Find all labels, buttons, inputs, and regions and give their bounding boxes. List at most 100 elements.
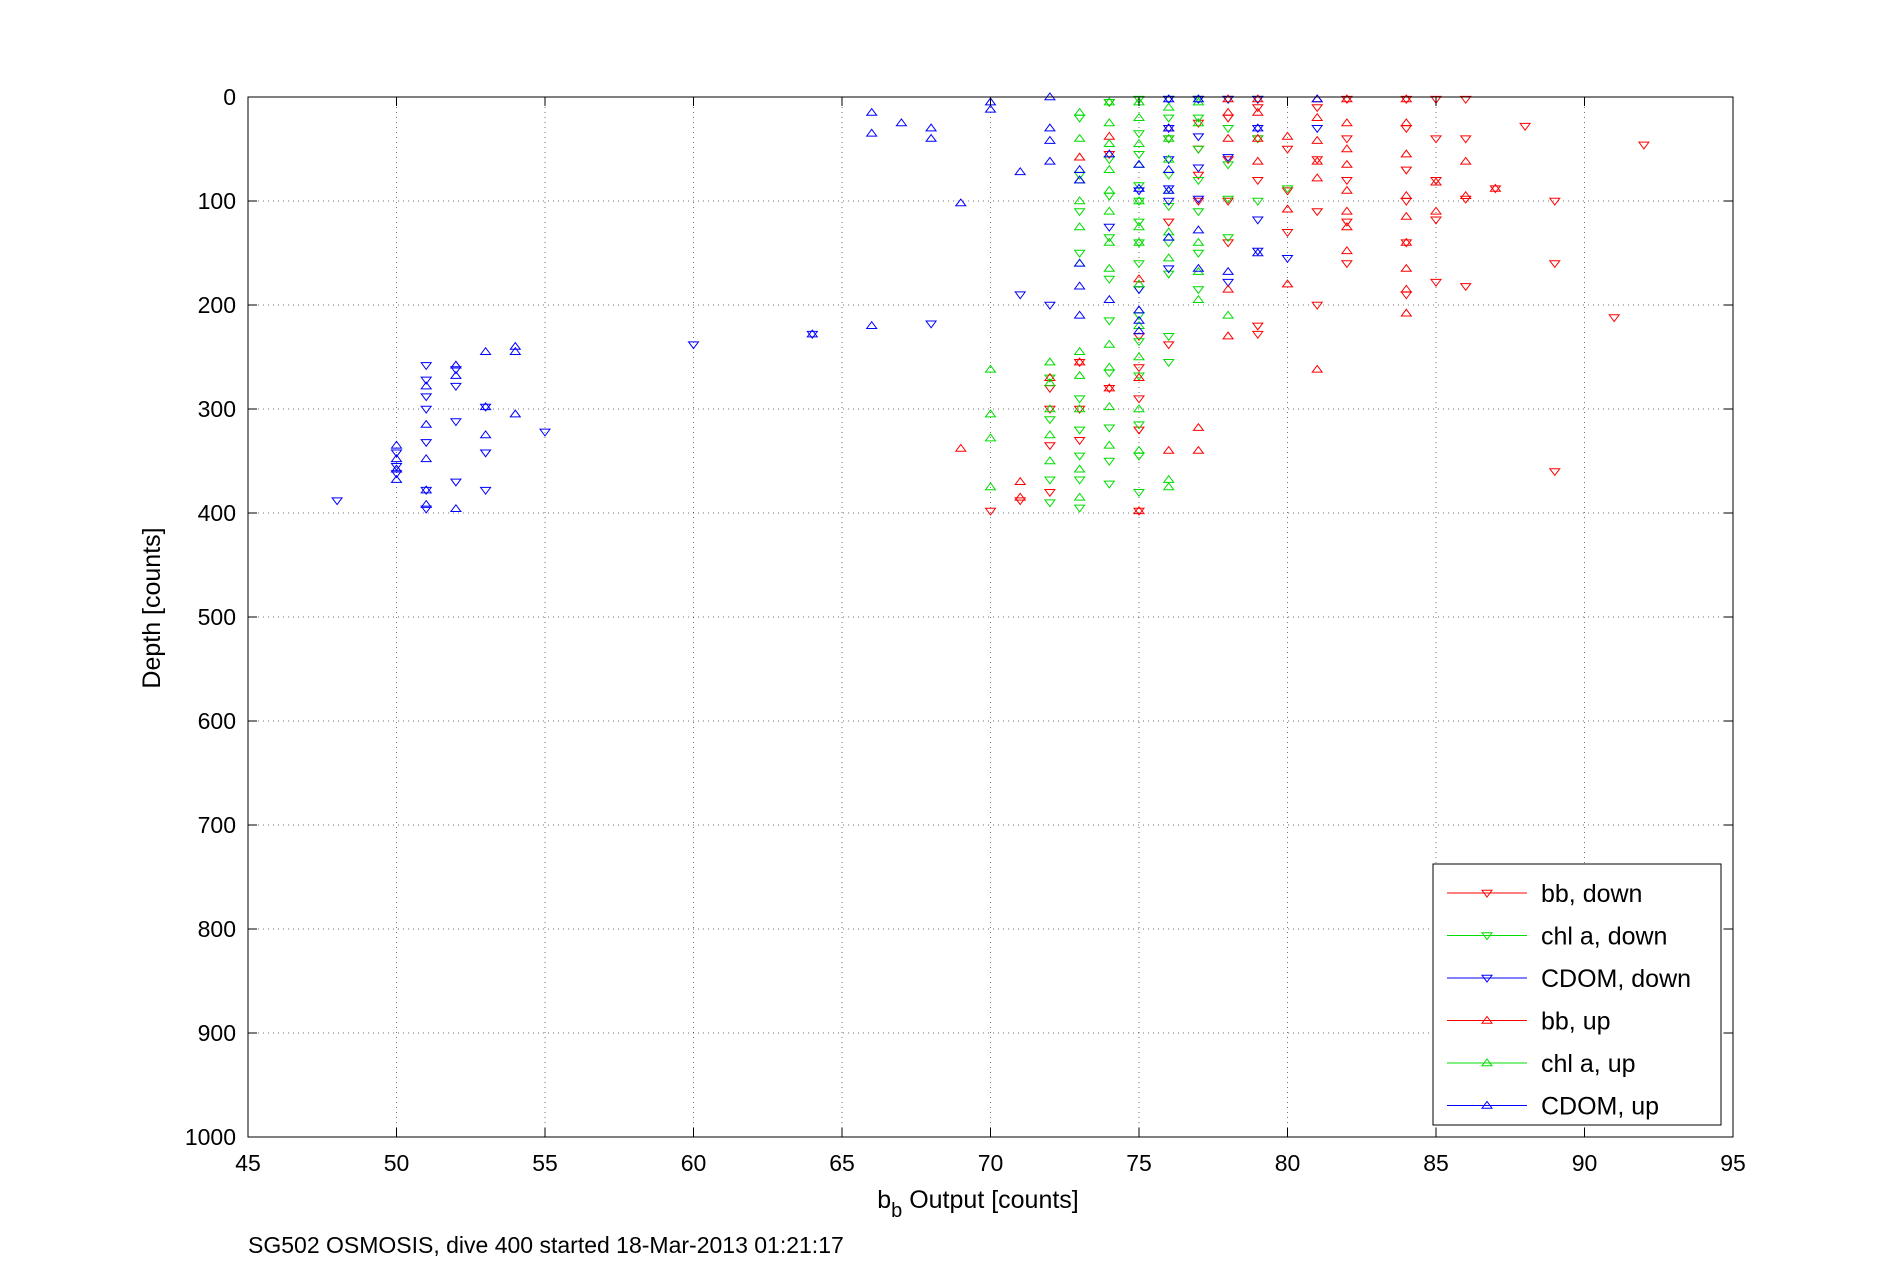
- data-point: [1222, 278, 1235, 288]
- data-point: [1162, 114, 1175, 123]
- data-point: [984, 482, 997, 491]
- legend-item: CDOM, down: [1447, 965, 1691, 993]
- data-point: [1192, 118, 1205, 127]
- data-point: [1103, 263, 1116, 272]
- data-point: [509, 341, 522, 350]
- data-point: [1400, 237, 1413, 246]
- data-point: [1251, 177, 1264, 186]
- data-point: [1162, 445, 1175, 454]
- data-point: [1251, 95, 1264, 104]
- x-tick-label: 70: [978, 1150, 1004, 1176]
- data-point: [1251, 197, 1264, 206]
- data-point: [1133, 183, 1145, 192]
- legend-label: CDOM, down: [1541, 965, 1691, 993]
- data-point: [1133, 95, 1145, 104]
- data-point: [1251, 125, 1264, 134]
- caption: SG502 OSMOSIS, dive 400 started 18-Mar-2…: [248, 1232, 844, 1258]
- data-point: [1043, 489, 1056, 498]
- legend-label: chl a, down: [1541, 923, 1667, 951]
- data-point: [1014, 492, 1027, 501]
- data-point: [1192, 197, 1205, 206]
- x-tick-label: 75: [1126, 1150, 1152, 1176]
- data-point: [1103, 118, 1116, 127]
- data-point: [1251, 322, 1264, 331]
- data-point: [984, 433, 997, 442]
- data-point: [1192, 195, 1205, 204]
- data-point: [1073, 281, 1086, 290]
- data-point: [1251, 94, 1264, 103]
- data-point: [420, 376, 433, 385]
- legend-marker: [1481, 1100, 1493, 1109]
- data-point: [865, 107, 878, 116]
- data-point: [1459, 195, 1472, 204]
- data-point: [1400, 149, 1413, 158]
- data-point: [1637, 141, 1650, 150]
- data-point: [1073, 405, 1086, 414]
- data-point: [865, 128, 878, 137]
- x-axis-label: bb Output [counts]: [877, 1186, 1079, 1222]
- data-point: [1222, 266, 1235, 275]
- data-point: [1340, 94, 1353, 103]
- data-point: [1133, 196, 1145, 205]
- data-point: [420, 362, 433, 371]
- data-point: [1133, 352, 1145, 361]
- legend-label: CDOM, up: [1541, 1093, 1659, 1121]
- data-point: [1133, 364, 1145, 373]
- data-point: [895, 118, 908, 127]
- data-point: [1133, 237, 1145, 246]
- legend-box: [1432, 863, 1722, 1126]
- data-point: [1133, 426, 1145, 435]
- y-axis-label: Depth [counts]: [138, 527, 166, 688]
- data-point: [984, 507, 997, 516]
- data-point: [1340, 222, 1353, 231]
- series-cdom-up: [390, 92, 1324, 513]
- data-point: [1400, 94, 1413, 103]
- data-point: [1133, 138, 1145, 147]
- data-point: [1459, 190, 1472, 199]
- data-point: [1251, 156, 1264, 165]
- data-point: [1103, 151, 1116, 160]
- data-point: [390, 463, 403, 472]
- data-point: [1400, 118, 1413, 127]
- data-point: [1311, 135, 1324, 144]
- legend-item: chl a, down: [1447, 923, 1667, 951]
- x-tick-label: 85: [1423, 1150, 1449, 1176]
- data-point: [1519, 122, 1532, 132]
- data-point: [1043, 135, 1056, 144]
- data-point: [1073, 492, 1086, 501]
- x-tick-label: 60: [681, 1150, 707, 1176]
- data-point: [1192, 145, 1205, 154]
- data-point: [1073, 258, 1086, 267]
- data-point: [1133, 305, 1145, 314]
- data-point: [1073, 107, 1086, 116]
- data-point: [1133, 404, 1145, 413]
- data-point: [1340, 218, 1353, 227]
- data-point: [1073, 208, 1086, 217]
- data-point: [865, 320, 878, 329]
- data-point: [1103, 149, 1116, 158]
- data-point: [420, 486, 433, 496]
- data-point: [1073, 175, 1086, 184]
- data-point: [1340, 177, 1353, 186]
- data-point: [479, 402, 492, 411]
- data-point: [1162, 185, 1175, 194]
- data-point: [1043, 301, 1056, 310]
- y-tick-label: 800: [198, 916, 236, 942]
- data-point: [479, 403, 492, 412]
- data-point: [1043, 92, 1056, 101]
- data-point: [984, 364, 997, 373]
- data-point: [1251, 133, 1264, 142]
- data-point: [449, 360, 462, 369]
- data-point: [1400, 263, 1413, 272]
- data-point: [806, 329, 819, 338]
- data-point: [1192, 294, 1205, 303]
- y-tick-label: 100: [198, 188, 236, 214]
- data-point: [1133, 489, 1145, 498]
- data-point: [1133, 260, 1145, 269]
- y-tick-label: 500: [198, 604, 236, 630]
- data-point: [1103, 138, 1116, 147]
- data-point: [1073, 504, 1086, 513]
- data-point: [420, 381, 433, 390]
- data-point: [1281, 255, 1294, 264]
- data-point: [1222, 107, 1235, 116]
